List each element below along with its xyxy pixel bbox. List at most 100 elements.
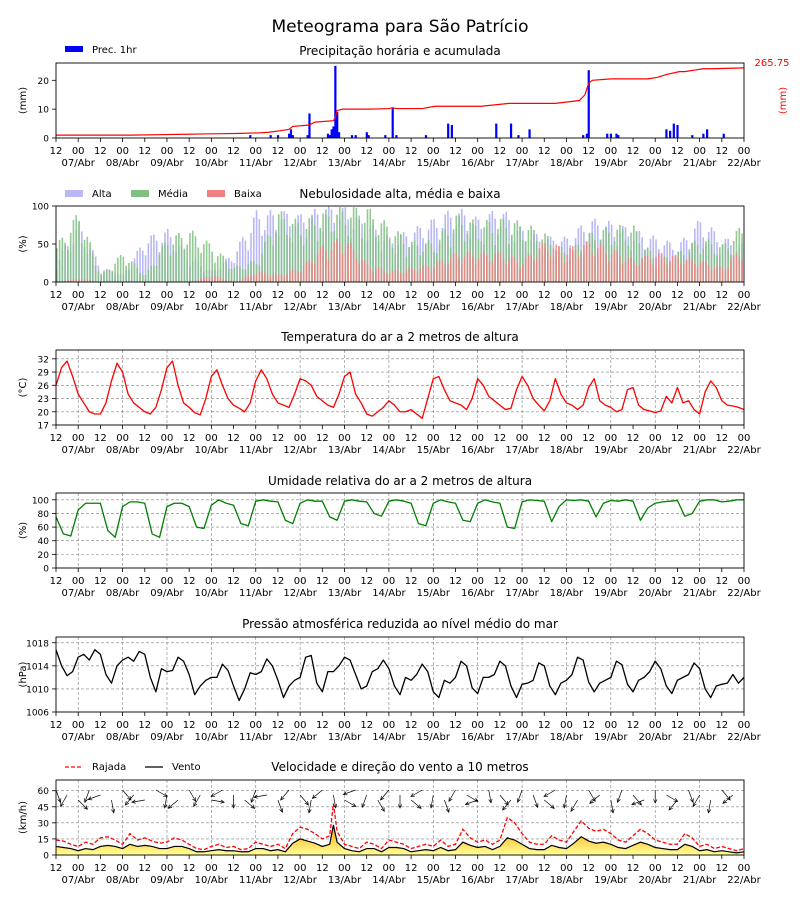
- humidity-ytick-label: 60: [38, 524, 50, 534]
- cloud-bar-2: [388, 273, 391, 282]
- cloud-bar-2: [649, 259, 652, 282]
- pressure-day-label: 22/Abr: [727, 732, 761, 743]
- cloud-bar-2: [241, 278, 244, 282]
- temperature-ytick-label: 17: [38, 422, 49, 432]
- clouds-day-label: 07/Abr: [61, 302, 95, 313]
- wind-direction-arrow: [167, 799, 179, 809]
- pressure-hour-label: 12: [671, 720, 684, 731]
- cloud-bar-1: [142, 274, 144, 282]
- cloud-bar-2: [732, 255, 735, 282]
- cloud-bar-1: [474, 225, 477, 282]
- wind-direction-arrow: [155, 789, 168, 797]
- wind-direction-arrowhead: [473, 797, 479, 802]
- clouds-hour-label: 12: [227, 290, 240, 301]
- cloud-bar-2: [239, 280, 241, 282]
- precip-day-label: 22/Abr: [727, 158, 761, 169]
- humidity-hour-label: 00: [427, 576, 440, 587]
- cloud-bar-1: [78, 221, 80, 282]
- temperature-hour-label: 12: [627, 433, 640, 444]
- cloud-bar-1: [433, 251, 435, 282]
- cloud-bar-1: [358, 219, 360, 282]
- pressure-day-label: 15/Abr: [417, 732, 451, 743]
- cloud-bar-0: [252, 217, 255, 282]
- cloud-bar-2: [533, 260, 535, 282]
- cloud-bar-1: [225, 261, 227, 282]
- temperature-hour-label: 00: [560, 433, 573, 444]
- wind-ytick-label: 15: [38, 835, 49, 845]
- humidity-ytick-label: 0: [43, 565, 49, 575]
- precip-bar: [365, 132, 368, 138]
- cloud-bar-1: [416, 245, 419, 282]
- cloud-bar-2: [369, 267, 372, 282]
- cloud-bar-0: [241, 237, 244, 282]
- cloud-bar-0: [258, 219, 261, 282]
- temperature-line: [56, 360, 744, 420]
- cloud-bar-1: [128, 262, 130, 282]
- cloud-bar-2: [677, 258, 680, 282]
- wind-day-label: 08/Abr: [106, 875, 140, 886]
- wind-direction-arrowhead: [689, 798, 694, 803]
- wind-day-label: 20/Abr: [639, 875, 673, 886]
- precip-legend-label: Prec. 1hr: [92, 45, 137, 56]
- panel-temperature: Temperatura do ar a 2 metros de altura 17…: [18, 330, 762, 456]
- cloud-bar-2: [252, 275, 255, 282]
- cloud-bar-1: [522, 240, 524, 282]
- precip-bar: [330, 129, 333, 138]
- precip-bar: [269, 135, 272, 138]
- wind-direction-arrowhead: [84, 798, 88, 803]
- cloud-bar-1: [411, 241, 413, 282]
- cloud-bar-1: [155, 265, 158, 282]
- precip-hour-label: 12: [227, 146, 240, 157]
- cloud-bar-0: [244, 240, 247, 282]
- clouds-hour-label: 12: [582, 290, 595, 301]
- pressure-hour-label: 00: [338, 720, 351, 731]
- pressure-ytick-label: 1010: [26, 685, 49, 695]
- cloud-bar-1: [180, 237, 183, 282]
- wind-day-label: 11/Abr: [239, 875, 273, 886]
- wind-direction-arrow: [131, 799, 145, 803]
- humidity-ytick-label: 20: [38, 551, 50, 561]
- wind-direction-arrowhead: [163, 803, 168, 809]
- pressure-hour-label: 12: [449, 720, 462, 731]
- cloud-bar-2: [699, 262, 702, 282]
- cloud-bar-1: [125, 265, 127, 282]
- humidity-hour-label: 12: [94, 576, 107, 587]
- cloud-bar-1: [69, 233, 72, 282]
- cloud-bar-2: [380, 267, 383, 282]
- cloud-bar-2: [219, 277, 222, 282]
- wind-day-label: 22/Abr: [727, 875, 761, 886]
- wind-direction-arrowhead: [380, 807, 385, 812]
- cloud-bar-2: [502, 259, 505, 282]
- precip-bar: [609, 133, 613, 138]
- temperature-hour-label: 00: [471, 433, 484, 444]
- temperature-hour-label: 00: [294, 433, 307, 444]
- cloud-bar-1: [130, 261, 133, 282]
- cloud-bar-1: [147, 269, 150, 282]
- cloud-bar-2: [358, 263, 360, 282]
- cloud-legend-swatch-2: [207, 190, 225, 197]
- wind-hour-label: 12: [405, 863, 418, 874]
- cloud-bar-1: [488, 222, 491, 282]
- clouds-ytick-label: 100: [32, 203, 49, 213]
- wind-direction-arrowhead: [543, 792, 549, 797]
- cloud-bar-1: [447, 235, 449, 282]
- wind-direction-arrowhead: [342, 791, 348, 796]
- cloud-bar-2: [621, 264, 624, 282]
- humidity-day-label: 19/Abr: [594, 588, 628, 599]
- cloud-bar-2: [474, 264, 477, 282]
- cloud-bar-1: [136, 267, 139, 282]
- pressure-hour-label: 00: [471, 720, 484, 731]
- cloud-bar-0: [147, 243, 150, 282]
- precip-hour-label: 00: [649, 146, 662, 157]
- cloud-bar-0: [255, 210, 258, 282]
- humidity-hour-label: 00: [604, 576, 617, 587]
- cloud-bar-1: [233, 267, 236, 282]
- cloud-bar-1: [86, 236, 89, 282]
- wind-direction-arrowhead: [448, 797, 453, 802]
- cloud-bar-2: [336, 239, 338, 282]
- precip-hour-label: 12: [94, 146, 107, 157]
- cloud-bar-2: [588, 243, 591, 282]
- cloud-bar-1: [341, 210, 344, 282]
- precip-hour-label: 12: [627, 146, 640, 157]
- cloud-bar-2: [86, 279, 89, 282]
